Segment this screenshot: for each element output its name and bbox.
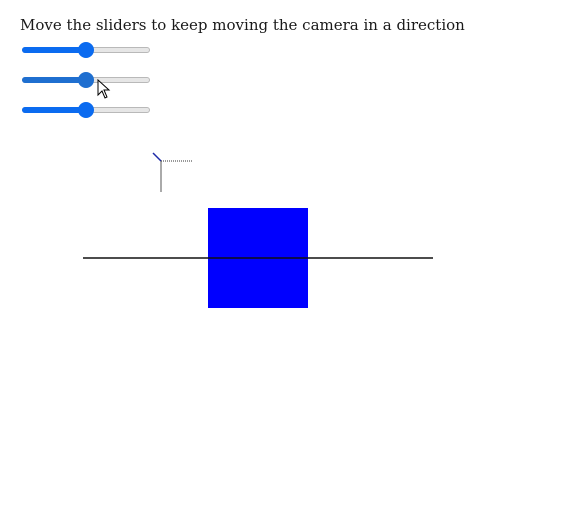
slider-fill: [22, 77, 86, 83]
camera-slider-3[interactable]: [22, 102, 150, 118]
slider-fill: [22, 47, 86, 53]
instructions-text: Move the sliders to keep moving the came…: [20, 16, 465, 34]
axis-z-line: [152, 152, 162, 162]
camera-slider-2[interactable]: [22, 72, 150, 88]
camera-slider-1[interactable]: [22, 42, 150, 58]
axes-gizmo: [152, 152, 192, 192]
slider-thumb[interactable]: [78, 72, 94, 88]
slider-thumb[interactable]: [78, 42, 94, 58]
mouse-cursor-icon: [97, 79, 111, 99]
slider-fill: [22, 107, 86, 113]
slider-thumb[interactable]: [78, 102, 94, 118]
